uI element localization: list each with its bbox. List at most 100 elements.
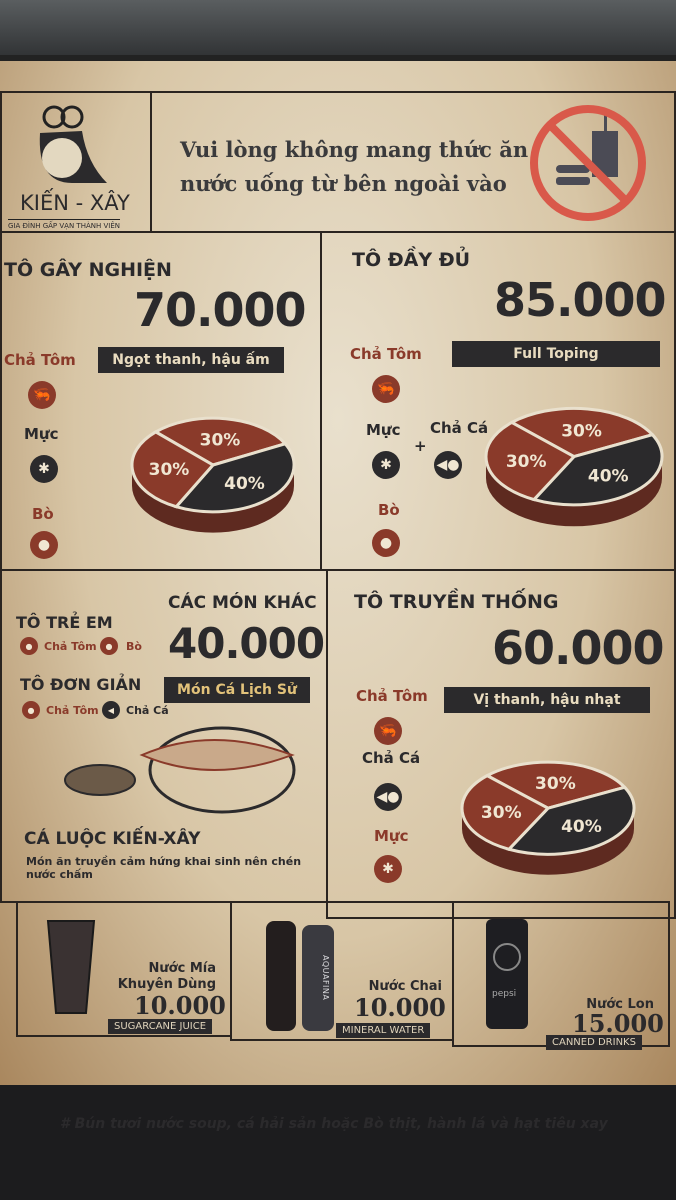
section-ribbon: Full Toping — [452, 341, 660, 367]
section-to-gay-nghien: TÔ GÂY NGHIỆN 70.000 Ngọt thanh, hậu ấm … — [0, 231, 322, 571]
pie-slice — [506, 785, 636, 856]
section-to-truyen-thong: TÔ TRUYỀN THỐNG 60.000 Vị thanh, hậu nhạ… — [326, 569, 676, 919]
section-title: TÔ GÂY NGHIỆN — [4, 259, 172, 281]
pie-slice — [484, 760, 628, 810]
pie-slice — [152, 416, 288, 467]
pie-slice — [484, 420, 577, 502]
brand-name: KIẾN - XÂY — [20, 191, 130, 215]
section-price: 60.000 — [492, 621, 665, 675]
kids-item: Bò — [126, 640, 142, 653]
pie-label: 40% — [588, 466, 629, 486]
notice-cell: Vui lòng không mang thức ăn nước uống từ… — [150, 91, 676, 233]
ratio-pie: 30% 40% 30% — [484, 406, 664, 527]
drink-price: 10.000 — [134, 991, 226, 1020]
shrimp-icon: 🦐 — [372, 375, 400, 403]
simple-item: Chả Tôm — [46, 704, 99, 717]
glass-icon — [46, 920, 96, 1014]
drink-price: 15.000 — [572, 1009, 664, 1038]
boiled-fish-illustration — [64, 726, 296, 814]
pie-slice — [460, 773, 551, 851]
item-muc: Mực — [374, 827, 409, 845]
section-ribbon: Vị thanh, hậu nhạt — [444, 687, 650, 713]
logo-icon — [39, 105, 108, 183]
wall — [0, 0, 676, 60]
item-bo: Bò — [32, 505, 54, 523]
notice-line-1: Vui lòng không mang thức ăn — [180, 137, 529, 162]
pie-label: 30% — [481, 803, 522, 823]
item-cha-tom: Chả Tôm — [356, 687, 428, 705]
pie-label: 40% — [561, 817, 602, 837]
section-price: 85.000 — [494, 273, 667, 327]
pie-slice — [173, 442, 296, 514]
kids-bowl-title: TÔ TRẺ EM — [16, 613, 113, 632]
section-to-day-du: TÔ ĐẦY ĐỦ 85.000 Full Toping Chả Tôm 🦐 M… — [320, 231, 676, 571]
fish-icon: ◀● — [434, 451, 462, 479]
pie-slice — [508, 406, 656, 459]
item-cha-ca: Chả Cá — [430, 419, 489, 437]
drink-price: 10.000 — [354, 993, 446, 1022]
pie-label: 30% — [149, 460, 190, 480]
fish-icon: ◀ — [102, 701, 120, 719]
section-ribbon: Ngọt thanh, hậu ấm — [98, 347, 284, 373]
drink-english: MINERAL WATER — [336, 1023, 431, 1038]
section-title: CÁC MÓN KHÁC — [168, 593, 317, 613]
simple-bowl-title: TÔ ĐƠN GIẢN — [20, 675, 142, 694]
pie-label: 30% — [200, 431, 241, 451]
drink-name: Nước Lon — [586, 997, 654, 1012]
fish-icon: ◀● — [374, 783, 402, 811]
drink-name: Nước Chai — [368, 979, 442, 994]
item-cha-ca: Chả Cá — [362, 749, 421, 767]
pie-slice — [531, 433, 664, 507]
can-brand-label: pepsi — [492, 989, 517, 999]
bottles-icon — [266, 921, 334, 1031]
item-cha-tom: Chả Tôm — [350, 345, 422, 363]
squid-icon: ✱ — [372, 451, 400, 479]
pepsi-can-icon — [486, 919, 528, 1029]
no-outside-food-icon — [530, 105, 646, 221]
kids-item: Chả Tôm — [44, 640, 97, 653]
beef-icon: ● — [30, 531, 58, 559]
item-muc: Mực — [366, 421, 401, 439]
drink-mineral-water: AQUAFINA Nước Chai 10.000 MINERAL WATER — [230, 901, 454, 1041]
shrimp-icon: 🦐 — [28, 381, 56, 409]
squid-icon: ✱ — [374, 855, 402, 883]
dish-description: Món ăn truyền cảm hứng khai sinh nên ché… — [26, 855, 302, 881]
item-bo: Bò — [378, 501, 400, 519]
drink-name: Nước Mía — [148, 961, 216, 976]
drink-english: SUGARCANE JUICE — [108, 1019, 213, 1034]
pie-label: 30% — [535, 774, 576, 794]
menu-board: KIẾN - XÂY GIA ĐÌNH GẤP VẠN THÀNH VIÊN V… — [0, 55, 676, 1132]
footer-note: # Bún tươi nước soup, cá hải sản hoặc Bò… — [60, 1116, 608, 1132]
notice-line-2: nước uống từ bên ngoài vào — [180, 171, 507, 196]
drink-sugarcane: Nước Mía Khuyên Dùng 10.000 SUGARCANE JU… — [16, 901, 232, 1037]
section-cac-mon-khac: CÁC MÓN KHÁC 40.000 Món Cá Lịch Sử TÔ TR… — [0, 569, 328, 903]
dish-name: CÁ LUỘC KIẾN-XÂY — [24, 829, 201, 849]
simple-item: Chả Cá — [126, 704, 169, 717]
pie-label: 30% — [561, 421, 602, 441]
tagline: GIA ĐÌNH GẤP VẠN THÀNH VIÊN — [8, 219, 120, 230]
ratio-pie: 30% 40% 30% — [130, 416, 296, 533]
ratio-pie: 30% 40% 30% — [460, 760, 636, 875]
beef-icon: ● — [372, 529, 400, 557]
squid-icon: ✱ — [30, 455, 58, 483]
section-ribbon: Món Cá Lịch Sử — [164, 677, 310, 703]
drink-canned: pepsi Nước Lon 15.000 CANNED DRINKS — [452, 901, 670, 1050]
drink-name-2: Khuyên Dùng — [117, 977, 216, 992]
section-title: TÔ TRUYỀN THỐNG — [354, 591, 559, 613]
drink-english: CANNED DRINKS — [546, 1035, 642, 1050]
shrimp-icon: ● — [22, 701, 40, 719]
section-price: 40.000 — [168, 619, 325, 668]
section-price: 70.000 — [134, 283, 307, 337]
plus-sign: + — [414, 437, 427, 455]
item-muc: Mực — [24, 425, 59, 443]
pie-slice — [130, 430, 216, 509]
section-title: TÔ ĐẦY ĐỦ — [352, 249, 471, 271]
bottle-brand-label: AQUAFINA — [321, 955, 330, 1001]
item-cha-tom: Chả Tôm — [4, 351, 76, 369]
beef-icon: ● — [100, 637, 118, 655]
shrimp-icon: ● — [20, 637, 38, 655]
shrimp-icon: 🦐 — [374, 717, 402, 745]
logo-cell: KIẾN - XÂY GIA ĐÌNH GẤP VẠN THÀNH VIÊN — [0, 91, 152, 233]
pie-label: 30% — [506, 452, 547, 472]
pie-label: 40% — [224, 474, 265, 494]
